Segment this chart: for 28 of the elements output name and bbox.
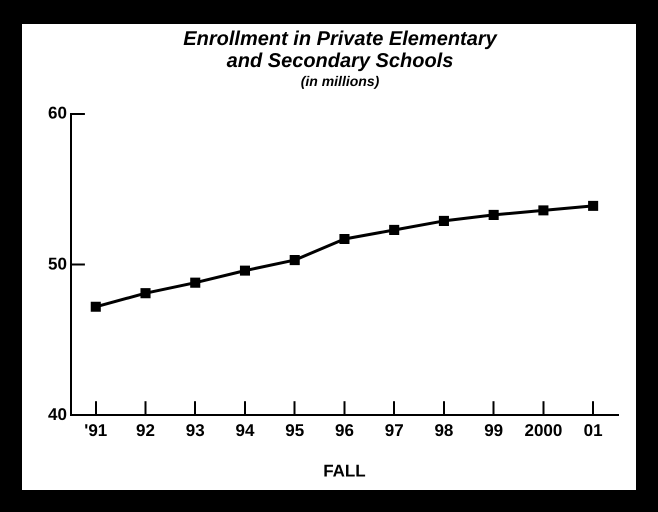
x-tick-label: 98 [434,421,454,440]
x-tick-label: 96 [334,421,354,440]
y-tick-label: 40 [48,404,67,424]
point [140,288,151,298]
x-tick-label: 94 [236,421,255,440]
point [488,210,499,220]
chart-title: Enrollment in Private Elementary and Secondary Schools [182,28,498,72]
x-tick-label: '91 [84,421,108,440]
point [240,266,250,276]
point [90,302,101,312]
point [588,200,598,211]
x-tick-label: 95 [285,421,304,440]
point [290,255,300,266]
point [538,205,548,216]
x-tick-label: 01 [584,421,603,440]
point [438,216,449,226]
x-tick-label: 97 [384,421,404,440]
y-tick-label: 60 [48,104,67,123]
x-tick-label: 93 [186,421,205,440]
point [389,224,400,235]
x-tick-label: 2000 [524,421,562,440]
point [339,234,350,244]
point [190,278,200,288]
x-tick-label: 99 [484,421,504,440]
chart-subtitle: (in millions) [300,72,380,90]
y-tick-label: 50 [48,254,67,274]
x-tick-label: 92 [136,421,155,440]
x-axis-title: FALL [323,461,366,480]
